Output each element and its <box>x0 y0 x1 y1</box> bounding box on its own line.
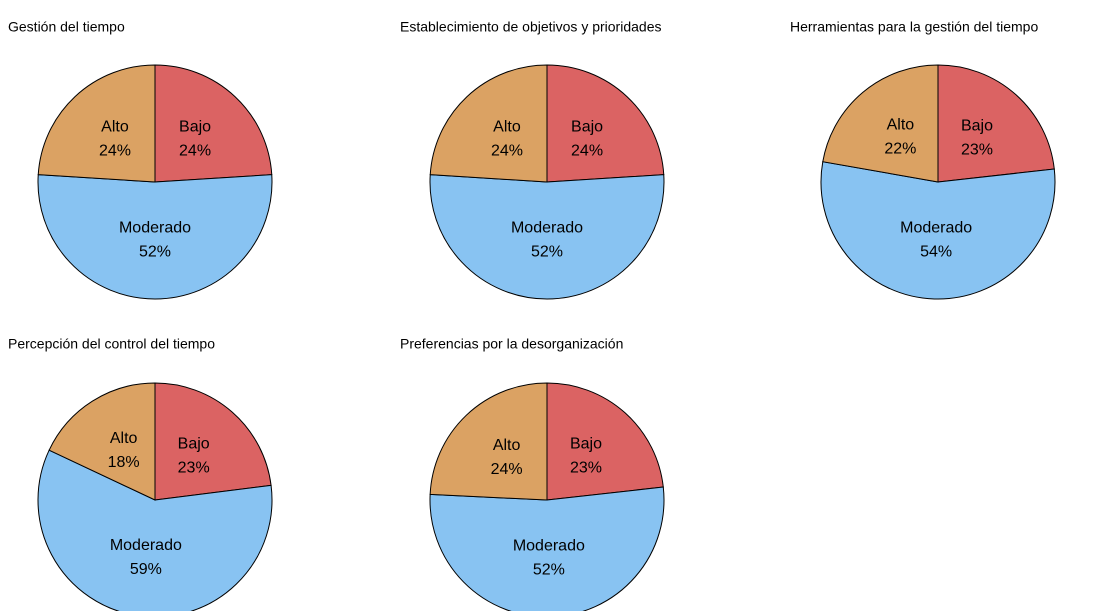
pie-slice <box>154 382 272 501</box>
slice-value-label: 24% <box>179 143 211 160</box>
chart-title: Gestión del tiempo <box>8 19 125 35</box>
pie-slice <box>820 161 1056 300</box>
slice-value-label: 23% <box>178 459 210 476</box>
slice-label: Bajo <box>179 119 211 136</box>
slice-value-label: 24% <box>491 461 523 478</box>
slice-label: Moderado <box>513 538 585 555</box>
slice-value-label: 24% <box>491 143 523 160</box>
slice-label: Alto <box>110 430 138 447</box>
slice-label: Moderado <box>110 537 182 554</box>
slice-label: Alto <box>493 119 521 136</box>
slice-label: Moderado <box>511 220 583 237</box>
slice-value-label: 52% <box>531 244 563 261</box>
pie-slice <box>937 64 1055 183</box>
slice-label: Bajo <box>961 118 993 135</box>
chart-title: Herramientas para la gestión del tiempo <box>790 19 1038 35</box>
slice-value-label: 54% <box>920 244 952 261</box>
slice-value-label: 24% <box>571 143 603 160</box>
slice-value-label: 24% <box>99 143 131 160</box>
slice-value-label: 52% <box>533 562 565 579</box>
pie-slice <box>546 382 664 501</box>
pie-slice <box>37 449 273 611</box>
chart-title: Establecimiento de objetivos y prioridad… <box>400 19 661 35</box>
slice-label: Moderado <box>900 220 972 237</box>
chart-title: Percepción del control del tiempo <box>8 336 215 352</box>
pie-slice <box>546 64 665 183</box>
slice-value-label: 22% <box>884 140 916 157</box>
slice-label: Bajo <box>178 435 210 452</box>
slice-value-label: 23% <box>570 460 602 477</box>
slice-value-label: 23% <box>961 142 993 159</box>
slice-label: Moderado <box>119 220 191 237</box>
pie-slice <box>429 174 665 300</box>
pie-slice <box>48 382 156 501</box>
slice-value-label: 52% <box>139 244 171 261</box>
pie-slice <box>154 64 273 183</box>
pie-slice <box>37 64 156 183</box>
pie-slice <box>822 64 939 183</box>
pie-slice <box>37 174 273 300</box>
pie-slice <box>429 64 548 183</box>
slice-label: Alto <box>493 437 521 454</box>
pie-slice <box>429 382 548 501</box>
slice-label: Bajo <box>571 119 603 136</box>
slice-value-label: 18% <box>108 454 140 471</box>
slice-label: Bajo <box>570 436 602 453</box>
slice-value-label: 59% <box>130 561 162 578</box>
slice-label: Alto <box>101 119 129 136</box>
pie-slice <box>429 486 665 611</box>
chart-title: Preferencias por la desorganización <box>400 336 623 352</box>
slice-label: Alto <box>887 116 915 133</box>
